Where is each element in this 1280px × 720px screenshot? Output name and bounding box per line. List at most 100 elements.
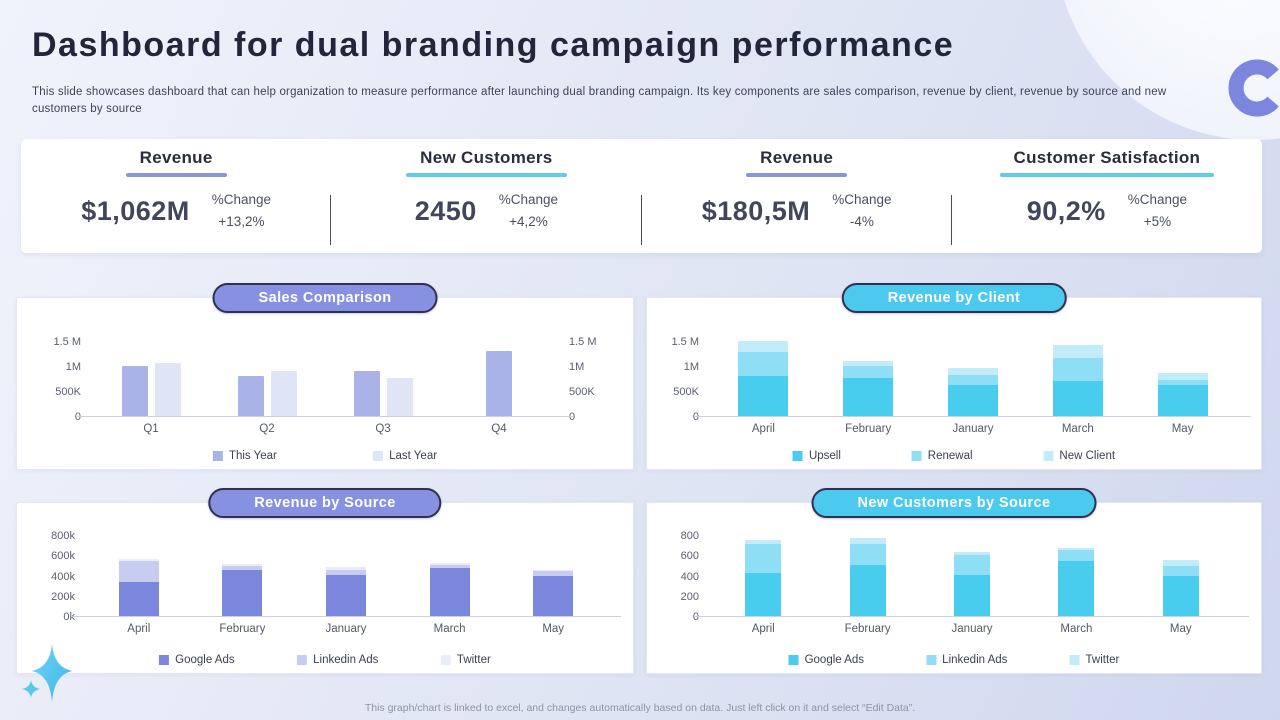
bar-segment[interactable] [738, 375, 789, 416]
bar-segment[interactable] [222, 564, 263, 567]
bar-segment[interactable] [1162, 566, 1199, 576]
bar-segment[interactable] [745, 544, 782, 573]
chart-card-new-customers-by-source[interactable]: New Customers by Source 0 200 400 600 800 Apr… [646, 488, 1262, 674]
bar-segment[interactable] [1157, 384, 1208, 416]
bar-segment[interactable] [849, 538, 886, 545]
bar-segment[interactable] [745, 572, 782, 616]
plot-area[interactable]: 0 200 400 600 800 April February January March Ma… [681, 530, 1249, 635]
kpi-value: 2450 [414, 195, 477, 226]
category-slot [209, 328, 325, 416]
legend-label: Upsell [808, 450, 841, 462]
bar-segment[interactable] [849, 544, 886, 566]
category-slot [441, 328, 557, 416]
legend-label: Google Ads [175, 654, 235, 666]
legend-item: Google Ads [159, 654, 235, 666]
x-axis-category-label: May [1169, 623, 1192, 635]
x-axis-category-label: April [751, 423, 775, 435]
category-slot [1024, 531, 1128, 616]
bar-segment[interactable] [947, 374, 998, 385]
bar-segment[interactable] [738, 352, 789, 376]
bar-segment[interactable] [843, 365, 894, 379]
legend: Google Ads Linkedin Ads Twitter [758, 654, 1151, 666]
y-axis-tick-label: 1M [683, 360, 699, 373]
legend-label: Twitter [1085, 654, 1120, 666]
bar-segment[interactable] [1052, 358, 1103, 381]
bar-segment[interactable] [118, 581, 159, 616]
chart-card-revenue-by-source[interactable]: Revenue by Source 0k 200k 400k 600k 800k Apri… [16, 488, 634, 674]
y-axis-tick-label: 1.5 M [671, 335, 699, 348]
kpi-value: $180,5M [701, 195, 811, 226]
x-axis-category-label: May [542, 623, 565, 635]
sparkle-icon [32, 644, 72, 702]
x-axis-category-label: January [951, 623, 993, 635]
bar-segment[interactable] [429, 563, 470, 565]
chart-card-revenue-by-client[interactable]: Revenue by Client 0 500K 1M 1.5 M April Febru… [646, 283, 1262, 470]
kpi-title: New Customers [420, 148, 553, 167]
bar-segment[interactable] [118, 561, 159, 582]
bar-segment[interactable] [1157, 372, 1208, 381]
bar[interactable] [270, 370, 297, 416]
bar-segment[interactable] [533, 575, 574, 616]
legend-label: Google Ads [804, 654, 865, 666]
bar-segment[interactable] [1052, 380, 1103, 416]
bar-segment[interactable] [1058, 547, 1095, 550]
legend-label: Linkedin Ads [313, 654, 379, 666]
bar-segment[interactable] [953, 551, 990, 556]
bar[interactable] [237, 375, 264, 416]
y-axis-tick-label: 1M [65, 360, 81, 373]
bar-segment[interactable] [947, 384, 998, 416]
legend-swatch-icon [911, 451, 922, 461]
kpi-underline [125, 173, 227, 177]
legend-item: Google Ads [788, 654, 865, 666]
bar-segment[interactable] [325, 574, 366, 616]
legend: Upsell Renewal New Client [758, 450, 1151, 462]
bar-segment[interactable] [1058, 549, 1095, 562]
bar-segment[interactable] [325, 566, 366, 570]
bar-segment[interactable] [1052, 344, 1103, 359]
bar-segment[interactable] [533, 571, 574, 576]
legend-swatch-icon [440, 655, 451, 665]
bar[interactable] [386, 378, 413, 416]
bar[interactable] [353, 370, 380, 416]
bar-segment[interactable] [947, 368, 998, 375]
bar-segment[interactable] [222, 566, 263, 571]
bar[interactable] [486, 350, 512, 416]
kpi-underline [746, 173, 848, 177]
chart-header-pill: Revenue by Client [841, 283, 1067, 313]
bar-segment[interactable] [738, 340, 789, 353]
chart-header-pill: Sales Comparison [212, 283, 438, 313]
bar[interactable] [154, 363, 181, 416]
category-slot [398, 531, 502, 616]
chart-card-sales-comparison[interactable]: Sales Comparison 0 0 500K 500K 1M 1M 1.5 M 1.5 … [16, 283, 634, 470]
chart-header-pill: Revenue by Source [208, 488, 442, 518]
kpi-change-label: %Change [498, 192, 559, 207]
plot-area[interactable]: 0 500K 1M 1.5 M April February January March May [671, 328, 1251, 435]
bar-segment[interactable] [429, 564, 470, 569]
bar-segment[interactable] [325, 569, 366, 575]
bar[interactable] [121, 365, 148, 416]
bar-segment[interactable] [118, 559, 159, 562]
bar-segment[interactable] [843, 360, 894, 366]
bar-segment[interactable] [849, 565, 886, 616]
bar-segment[interactable] [745, 540, 782, 545]
category-slot [1130, 328, 1235, 416]
bar-segment[interactable] [1162, 559, 1199, 567]
bar-segment[interactable] [843, 378, 894, 416]
legend-label: Last Year [389, 450, 438, 462]
kpi-summary-bar: Revenue $1,062M %Change +13,2% New Custo… [21, 139, 1262, 253]
bar-segment[interactable] [1157, 380, 1208, 385]
bar-segment[interactable] [1058, 561, 1095, 616]
bar-segment[interactable] [1162, 575, 1199, 616]
legend-swatch-icon [792, 451, 803, 461]
legend: This Year Last Year [165, 450, 485, 462]
bar-segment[interactable] [953, 574, 990, 616]
plot-area[interactable]: 0 0 500K 500K 1M 1M 1.5 M 1.5 M Q1 Q2 Q3 Q4 [53, 328, 596, 435]
x-axis-category-label: March [433, 623, 466, 635]
bar-segment[interactable] [953, 555, 990, 575]
bar-segment[interactable] [429, 568, 470, 616]
chart-header-pill: New Customers by Source [811, 488, 1097, 518]
x-axis-category-label: February [844, 623, 891, 635]
bar-segment[interactable] [222, 570, 263, 616]
plot-area[interactable]: 0k 200k 400k 600k 800k April February January Ma… [51, 530, 621, 635]
bar-segment[interactable] [533, 569, 574, 572]
